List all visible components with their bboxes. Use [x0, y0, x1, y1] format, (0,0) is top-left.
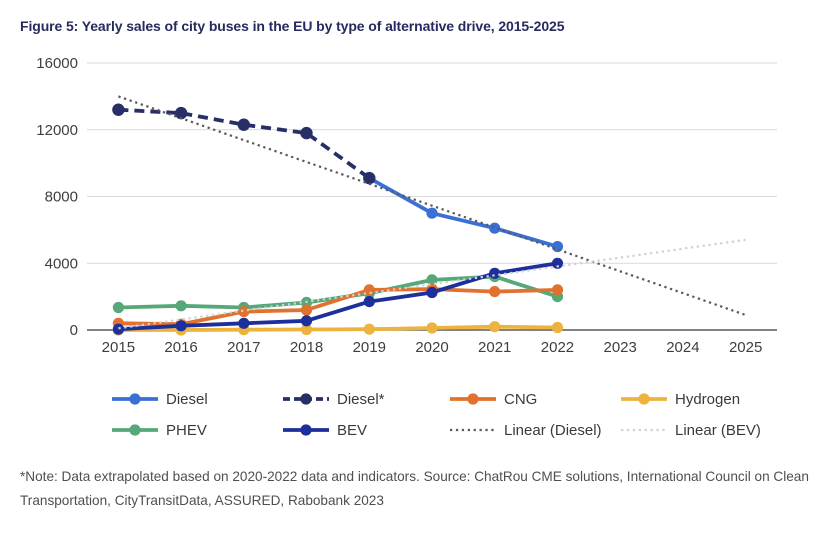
- x-tick-label: 2015: [102, 339, 135, 356]
- series-bev-point: [238, 317, 250, 329]
- legend-swatch-cng-icon: [450, 393, 496, 405]
- series-hydrogen-point: [489, 321, 501, 333]
- series-diesel-point: [300, 126, 313, 140]
- legend-label: Linear (Diesel): [504, 421, 602, 439]
- legend-swatch-linear-bev-icon: [621, 428, 667, 432]
- series-diesel-point: [237, 118, 250, 131]
- series-cng-point: [551, 284, 564, 296]
- series-bev-point: [426, 286, 438, 299]
- series-hydrogen-point: [300, 323, 313, 336]
- series-hydrogen-point: [551, 321, 564, 334]
- series-phev-point: [112, 301, 124, 314]
- legend-swatch-bev-icon: [283, 424, 329, 436]
- legend-item-phev: PHEV: [112, 422, 283, 439]
- series-diesel-line: [118, 107, 371, 180]
- legend-item-linear-bev: Linear (BEV): [621, 422, 820, 439]
- legend-swatch-hydrogen-icon: [621, 393, 667, 405]
- series-hydrogen-point: [363, 323, 375, 335]
- series-bev-point: [551, 257, 564, 269]
- legend-item-diesel: Diesel: [112, 391, 283, 408]
- series-diesel-point: [174, 106, 188, 120]
- series-diesel-line: [367, 176, 560, 249]
- series-linear-diesel-line: [118, 95, 746, 317]
- figure-panel: Figure 5: Yearly sales of city buses in …: [0, 16, 820, 543]
- figure-title: Figure 5: Yearly sales of city buses in …: [20, 18, 565, 34]
- x-tick-label: 2021: [478, 339, 511, 356]
- x-tick-label: 2018: [290, 339, 323, 356]
- x-tick-label: 2024: [666, 339, 699, 356]
- legend-item-linear-diesel: Linear (Diesel): [450, 422, 621, 439]
- series-bev-point: [112, 323, 124, 335]
- x-tick-label: 2019: [353, 339, 386, 356]
- series-diesel-point: [489, 222, 501, 234]
- series-cng-point: [238, 306, 250, 318]
- series-diesel-point: [112, 103, 125, 116]
- legend-label: CNG: [504, 390, 538, 408]
- series-hydrogen-line: [116, 324, 560, 332]
- y-tick-label: 16000: [36, 55, 78, 72]
- series-diesel-point: [551, 241, 564, 253]
- y-tick-label: 0: [70, 322, 78, 339]
- legend-label: Hydrogen: [675, 390, 741, 408]
- legend-swatch-diesel-icon: [112, 393, 158, 405]
- chart-legend: Diesel Diesel* CNG Hydrogen PHEV BEV Linear (D…: [112, 389, 820, 440]
- y-tick-label: 8000: [45, 189, 78, 206]
- legend-swatch-linear-diesel-icon: [450, 428, 496, 432]
- series-cng-point: [363, 284, 375, 296]
- y-tick-label: 4000: [45, 255, 78, 272]
- line-chart: 0 4000 8000 12000 16000 2015 2016 2017 2018 2019 2…: [36, 55, 777, 356]
- legend-label: PHEV: [166, 421, 207, 439]
- y-tick-label: 12000: [36, 122, 78, 139]
- x-tick-label: 2020: [415, 339, 448, 356]
- series-cng-point: [300, 304, 313, 316]
- series-bev-point: [300, 315, 313, 327]
- series-cng-line: [116, 287, 560, 327]
- legend-label: Diesel*: [337, 390, 385, 408]
- x-tick-label: 2025: [729, 339, 762, 356]
- series-bev-point: [489, 267, 501, 279]
- legend-item-diesel: Diesel*: [283, 391, 450, 408]
- x-tick-label: 2017: [227, 339, 260, 356]
- legend-item-cng: CNG: [450, 391, 621, 408]
- series-diesel-point: [363, 171, 376, 185]
- x-tick-label: 2022: [541, 339, 574, 356]
- source-note: *Note: Data extrapolated based on 2020-2…: [20, 469, 809, 508]
- legend-label: BEV: [337, 421, 368, 439]
- series-diesel-point: [426, 207, 438, 219]
- series-phev-point: [175, 300, 187, 312]
- legend-swatch-diesel-icon: [283, 393, 329, 405]
- legend-item-bev: BEV: [283, 422, 450, 439]
- x-tick-label: 2023: [603, 339, 636, 356]
- legend-label: Linear (BEV): [675, 421, 761, 439]
- legend-item-hydrogen: Hydrogen: [621, 391, 820, 408]
- series-hydrogen-point: [426, 322, 438, 334]
- series-bev-line: [116, 261, 560, 332]
- x-tick-label: 2016: [164, 339, 197, 356]
- series-bev-point: [175, 320, 187, 332]
- series-bev-point: [363, 296, 375, 308]
- legend-label: Diesel: [166, 390, 208, 408]
- series-cng-point: [489, 286, 501, 298]
- legend-swatch-phev-icon: [112, 424, 158, 436]
